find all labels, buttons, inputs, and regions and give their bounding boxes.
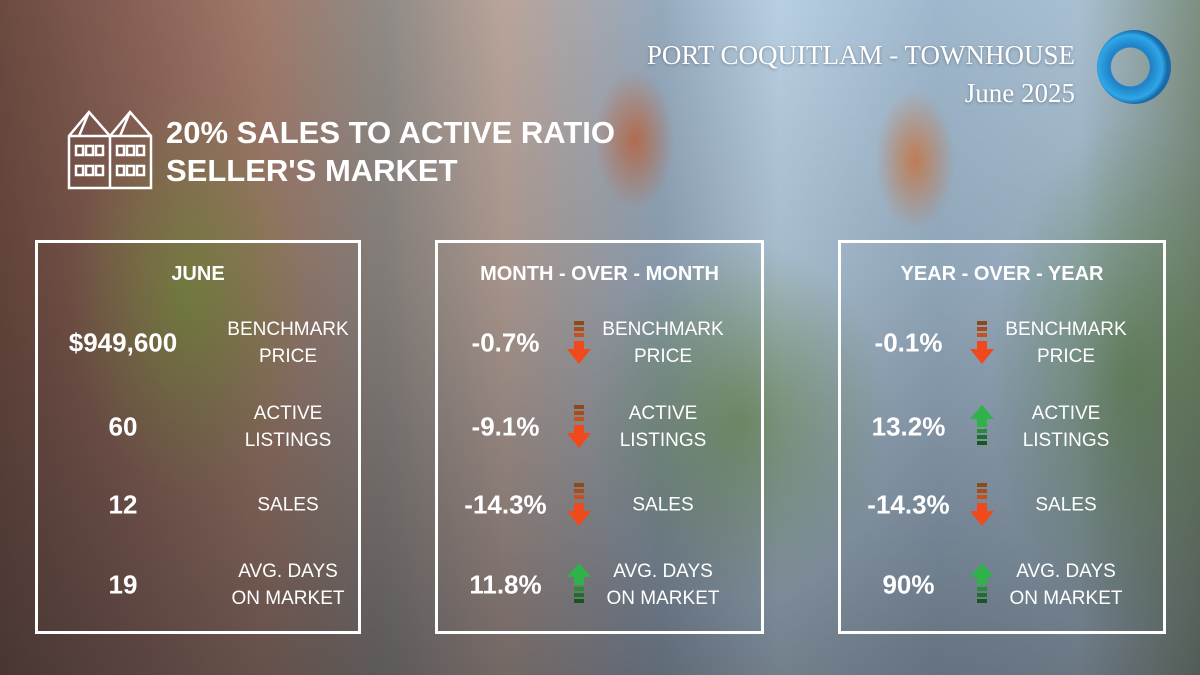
metric-row: -14.3% SALES bbox=[841, 475, 1163, 535]
sales-ratio: 20% SALES TO ACTIVE RATIO bbox=[166, 115, 616, 150]
metric-label-line: ACTIVE bbox=[628, 403, 698, 424]
metric-label-line: PRICE bbox=[633, 346, 693, 367]
metric-value: 11.8% bbox=[469, 569, 542, 600]
report-date: June 2025 bbox=[964, 78, 1075, 108]
metric-label-line: ON MARKET bbox=[231, 588, 345, 609]
metric-label-line: LISTINGS bbox=[244, 430, 332, 451]
report-title: PORT COQUITLAM - TOWNHOUSE June 2025 bbox=[647, 36, 1075, 112]
metric-label-line: BENCHMARK bbox=[602, 319, 724, 340]
metric-label: BENCHMARK PRICE bbox=[218, 316, 358, 370]
arrow-down-icon bbox=[970, 321, 994, 364]
brand-logo-icon bbox=[1097, 30, 1171, 104]
metric-value: 13.2% bbox=[871, 411, 946, 442]
metric-label-line: SALES bbox=[257, 494, 319, 516]
arrow-up-icon bbox=[567, 563, 591, 603]
metric-row: 12 SALES bbox=[38, 475, 358, 535]
metric-label-line: BENCHMARK bbox=[227, 319, 349, 340]
panel-title: YEAR - OVER - YEAR bbox=[900, 263, 1104, 285]
metric-label-line: ON MARKET bbox=[606, 588, 720, 609]
metric-row: -9.1% ACTIVE LISTINGS bbox=[438, 397, 761, 457]
arrow-down-icon bbox=[970, 483, 994, 526]
metric-label: BENCHMARK PRICE bbox=[588, 316, 738, 370]
metric-label: AVG. DAYS ON MARKET bbox=[218, 558, 358, 612]
metric-value: 90% bbox=[882, 569, 935, 600]
metric-row: 13.2% ACTIVE LISTINGS bbox=[841, 397, 1163, 457]
metric-label-line: SALES bbox=[632, 494, 694, 516]
arrow-down-icon bbox=[567, 405, 591, 448]
arrow-down-icon bbox=[567, 321, 591, 364]
metric-label-line: PRICE bbox=[1036, 346, 1096, 367]
metric-label: SALES bbox=[991, 492, 1141, 519]
metric-value: $949,600 bbox=[68, 327, 178, 358]
area-title: PORT COQUITLAM - TOWNHOUSE bbox=[646, 40, 1075, 70]
metric-value: 60 bbox=[108, 411, 138, 442]
arrow-down-icon bbox=[567, 483, 591, 526]
panel-title: MONTH - OVER - MONTH bbox=[480, 263, 719, 285]
metric-label: ACTIVE LISTINGS bbox=[991, 400, 1141, 454]
metric-row: 11.8% AVG. DAYS ON MARKET bbox=[438, 555, 761, 615]
metric-label-line: ACTIVE bbox=[253, 403, 323, 424]
panel-year-over-year: YEAR - OVER - YEAR -0.1% BENCHMARK PRICE 13.… bbox=[838, 240, 1166, 634]
metric-value: -14.3% bbox=[867, 489, 950, 520]
metric-label-line: AVG. DAYS bbox=[238, 561, 338, 582]
market-type: SELLER'S MARKET bbox=[166, 153, 458, 188]
metric-row: 90% AVG. DAYS ON MARKET bbox=[841, 555, 1163, 615]
panel-title: JUNE bbox=[171, 263, 225, 285]
metric-value: 12 bbox=[108, 489, 138, 520]
metric-label: ACTIVE LISTINGS bbox=[218, 400, 358, 454]
metric-row: -0.1% BENCHMARK PRICE bbox=[841, 313, 1163, 373]
metric-label-line: ON MARKET bbox=[1009, 588, 1123, 609]
market-summary: 20% SALES TO ACTIVE RATIO SELLER'S MARKE… bbox=[166, 114, 615, 190]
metric-label-line: ACTIVE bbox=[1031, 403, 1101, 424]
metric-row: $949,600 BENCHMARK PRICE bbox=[38, 313, 358, 373]
metric-label: AVG. DAYS ON MARKET bbox=[588, 558, 738, 612]
metric-value: -14.3% bbox=[464, 489, 547, 520]
metric-label-line: LISTINGS bbox=[1022, 430, 1110, 451]
arrow-up-icon bbox=[970, 563, 994, 603]
arrow-up-icon bbox=[970, 405, 994, 445]
metric-row: -0.7% BENCHMARK PRICE bbox=[438, 313, 761, 373]
metric-label-line: LISTINGS bbox=[619, 430, 707, 451]
metric-label: SALES bbox=[218, 492, 358, 519]
metric-value: 19 bbox=[108, 569, 138, 600]
metric-label: SALES bbox=[588, 492, 738, 519]
metric-label: AVG. DAYS ON MARKET bbox=[991, 558, 1141, 612]
metric-label-line: AVG. DAYS bbox=[1016, 561, 1116, 582]
metric-row: -14.3% SALES bbox=[438, 475, 761, 535]
townhouse-icon bbox=[67, 110, 153, 190]
metric-row: 19 AVG. DAYS ON MARKET bbox=[38, 555, 358, 615]
metric-value: -0.1% bbox=[874, 327, 943, 358]
metric-label-line: SALES bbox=[1035, 494, 1097, 516]
metric-row: 60 ACTIVE LISTINGS bbox=[38, 397, 358, 457]
metric-label-line: BENCHMARK bbox=[1005, 319, 1127, 340]
metric-value: -0.7% bbox=[471, 327, 540, 358]
panel-june: JUNE $949,600 BENCHMARK PRICE 60 ACTIVE LISTIN… bbox=[35, 240, 361, 634]
metric-label: ACTIVE LISTINGS bbox=[588, 400, 738, 454]
panel-month-over-month: MONTH - OVER - MONTH -0.7% BENCHMARK PRICE -… bbox=[435, 240, 764, 634]
metric-label: BENCHMARK PRICE bbox=[991, 316, 1141, 370]
metric-label-line: PRICE bbox=[258, 346, 318, 367]
metric-label-line: AVG. DAYS bbox=[613, 561, 713, 582]
metric-value: -9.1% bbox=[471, 411, 540, 442]
